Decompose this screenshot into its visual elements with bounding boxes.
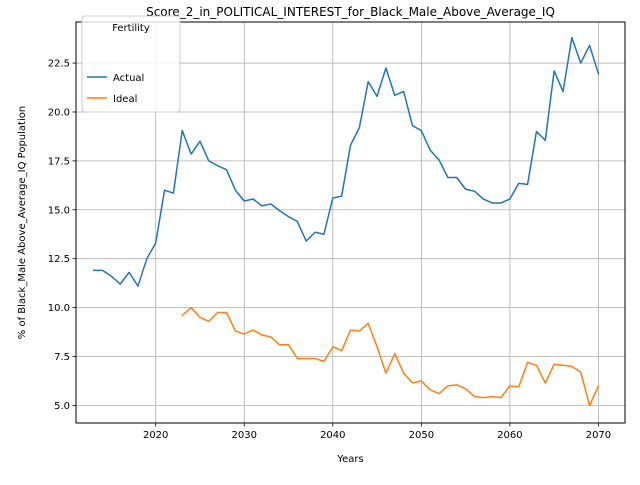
series-line-ideal [181,306,600,407]
y-tick-label: 22.5 [48,59,70,70]
y-axis-label: % of Black_Male Above_Average_IQ Populat… [17,106,28,339]
legend: Fertility Actual Ideal [81,15,181,113]
grid [76,22,625,423]
x-tick-label: 2020 [143,430,168,441]
legend-title: Fertility [112,23,150,34]
x-tick-label: 2030 [232,430,257,441]
legend-box [81,15,181,113]
x-axis-label: Years [336,454,363,465]
series-lines [92,36,600,407]
y-tick-label: 5.0 [54,401,70,412]
y-tick-label: 17.5 [48,156,70,167]
y-tick-label: 12.5 [48,254,70,265]
legend-label-actual: Actual [113,73,144,84]
y-tick-label: 7.5 [54,352,70,363]
x-tick-label: 2040 [320,430,345,441]
y-tick-label: 10.0 [48,303,70,314]
legend-label-ideal: Ideal [113,94,137,105]
y-tick-label: 20.0 [48,107,70,118]
plot-frame [75,21,626,424]
chart-title: Score_2_in_POLITICAL_INTEREST_for_Black_… [146,5,555,19]
x-tick-label: 2050 [409,430,434,441]
axis-ticks: 2020 2030 2040 2050 2060 2070 5.0 7.5 10.0 12.5 15… [48,59,611,441]
y-tick-label: 15.0 [48,205,70,216]
x-tick-label: 2060 [497,430,522,441]
series-line-actual [92,36,600,287]
x-tick-label: 2070 [586,430,611,441]
